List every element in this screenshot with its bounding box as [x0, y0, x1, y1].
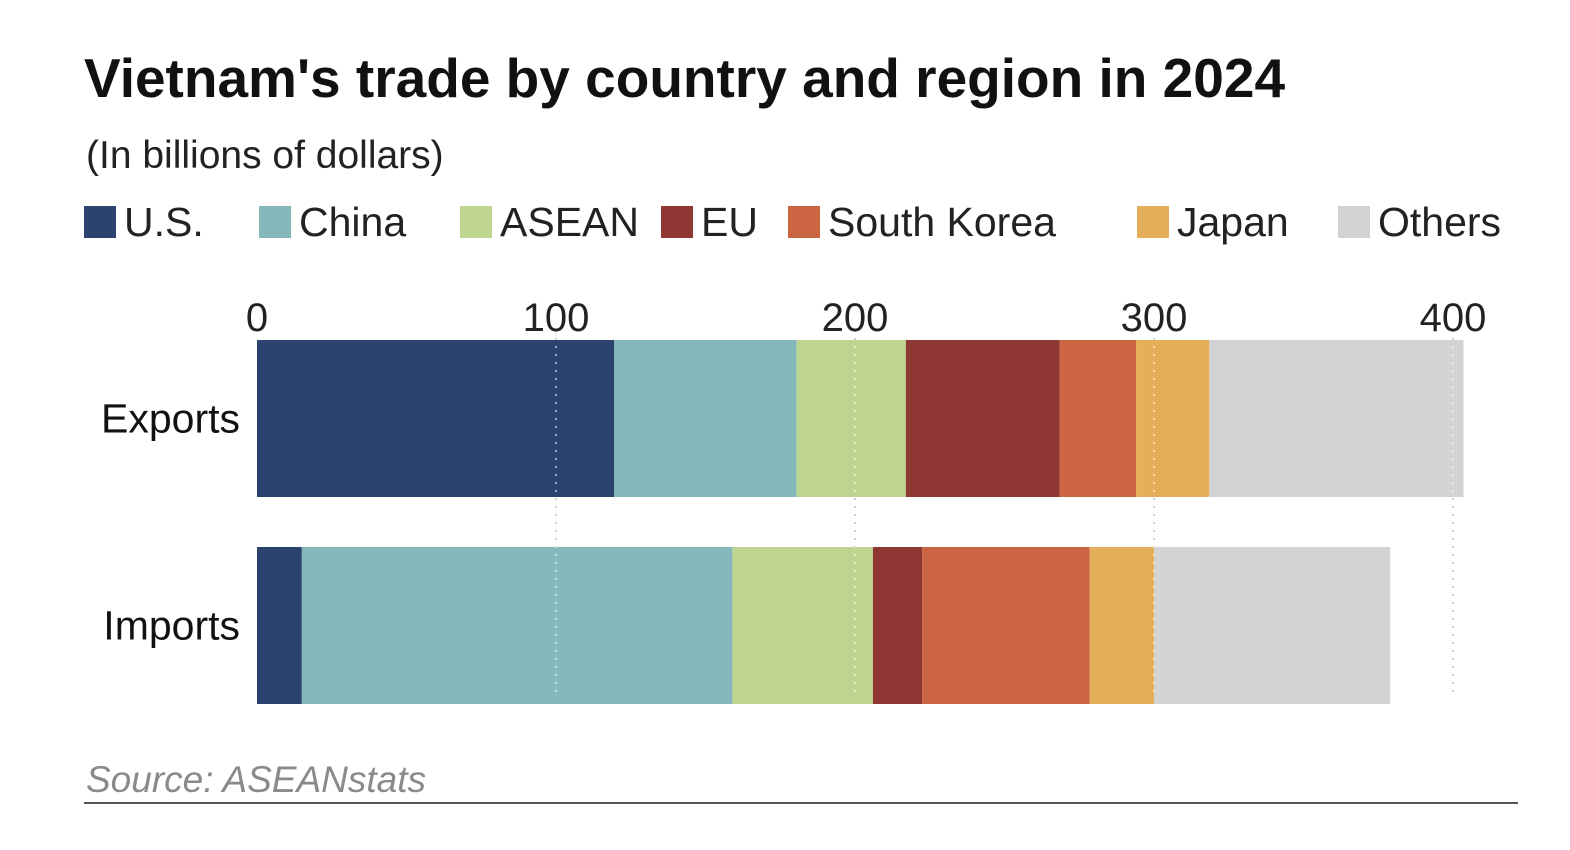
- x-tick-label: 0: [246, 296, 268, 340]
- legend-item-eu: EU: [661, 197, 758, 247]
- legend-item-us: U.S.: [84, 197, 204, 247]
- legend-label-eu: EU: [701, 198, 758, 245]
- legend-swatch-eu: [661, 206, 693, 238]
- bar-exports-south-korea: [1059, 340, 1137, 497]
- x-tick-label: 300: [1121, 296, 1188, 340]
- legend-label-china: China: [299, 198, 407, 245]
- category-labels: Exports Imports: [101, 396, 240, 649]
- legend: U.S. China ASEAN EU South Korea Japan Ot…: [84, 197, 1524, 247]
- x-tick-label: 400: [1420, 296, 1487, 340]
- legend-label-south-korea: South Korea: [828, 198, 1056, 245]
- legend-swatch-japan: [1137, 206, 1169, 238]
- legend-item-china: China: [259, 197, 406, 247]
- bar-exports-asean: [796, 340, 906, 497]
- x-tick-label: 200: [822, 296, 889, 340]
- bar-imports-china: [301, 547, 733, 704]
- legend-label-japan: Japan: [1177, 198, 1289, 245]
- bottom-divider: [84, 802, 1518, 804]
- bar-imports-eu: [872, 547, 923, 704]
- legend-swatch-south-korea: [788, 206, 820, 238]
- bar-exports-u-s: [257, 340, 615, 497]
- x-tick-label: 100: [523, 296, 590, 340]
- legend-item-south-korea: South Korea: [788, 197, 1056, 247]
- bar-imports-japan: [1089, 547, 1154, 704]
- bar-imports-others: [1154, 547, 1391, 704]
- legend-swatch-china: [259, 206, 291, 238]
- bar-imports-asean: [732, 547, 873, 704]
- bar-exports-japan: [1136, 340, 1210, 497]
- bar-exports-china: [614, 340, 797, 497]
- legend-item-others: Others: [1338, 197, 1501, 247]
- legend-label-others: Others: [1378, 198, 1502, 245]
- legend-label-asean: ASEAN: [500, 198, 639, 245]
- category-label-exports: Exports: [101, 396, 240, 442]
- bar-exports-others: [1209, 340, 1464, 497]
- bars: [257, 340, 1464, 704]
- category-label-imports: Imports: [103, 603, 240, 649]
- legend-swatch-us: [84, 206, 116, 238]
- bar-imports-south-korea: [922, 547, 1090, 704]
- bar-exports-eu: [905, 340, 1060, 497]
- legend-item-asean: ASEAN: [460, 197, 639, 247]
- chart-subtitle: (In billions of dollars): [86, 134, 444, 177]
- chart-title: Vietnam's trade by country and region in…: [84, 47, 1286, 109]
- bar-imports-u-s: [257, 547, 302, 704]
- legend-swatch-asean: [460, 206, 492, 238]
- source-note: Source: ASEANstats: [86, 759, 426, 800]
- legend-swatch-others: [1338, 206, 1370, 238]
- legend-label-us: U.S.: [124, 198, 204, 245]
- legend-item-japan: Japan: [1137, 197, 1289, 247]
- x-axis-ticks: 0 100 200 300 400: [246, 296, 1487, 340]
